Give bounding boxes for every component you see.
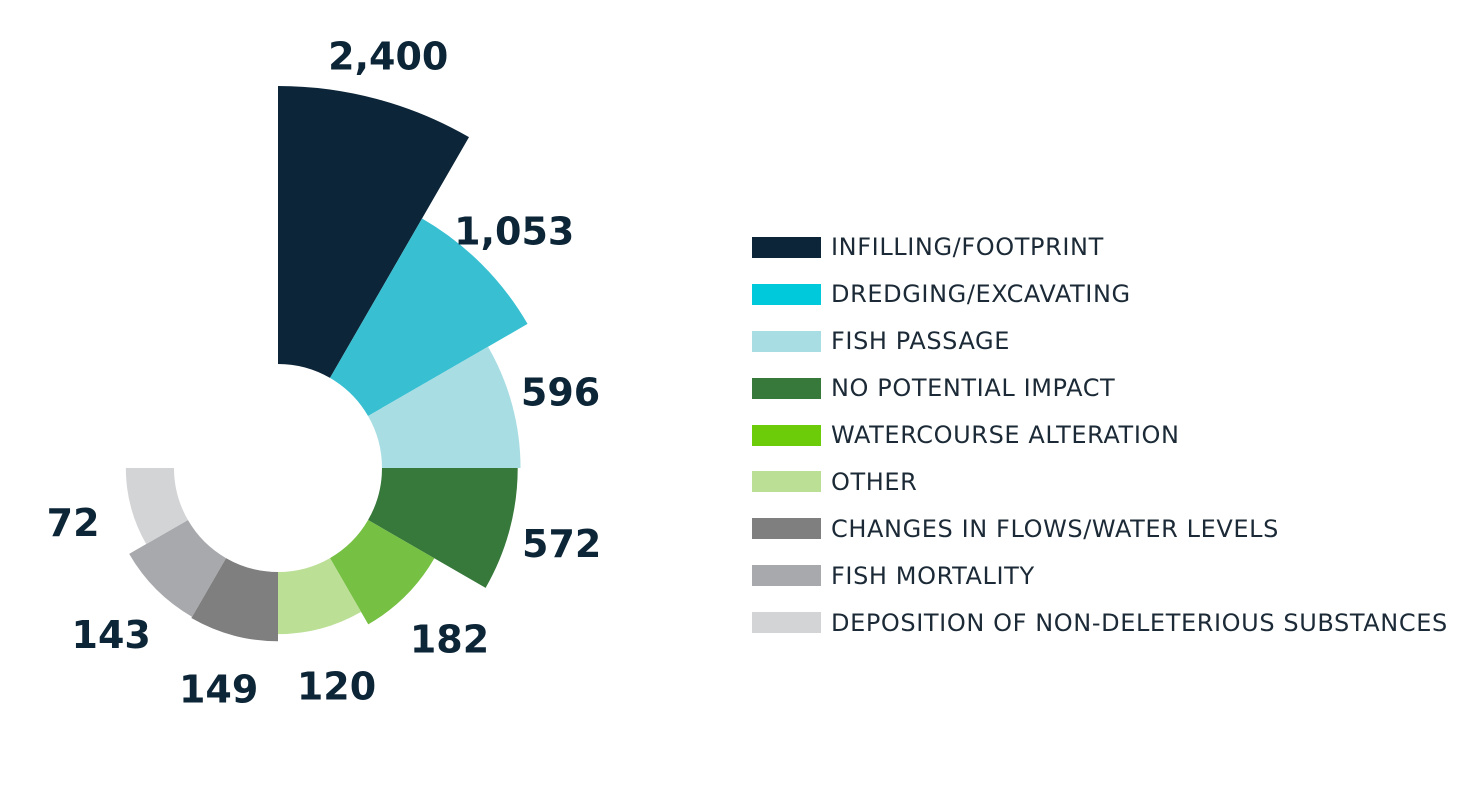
value-label-other: 120 — [297, 664, 376, 708]
legend-swatch — [752, 612, 821, 634]
legend-label: DREDGING/EXCAVATING — [831, 280, 1131, 309]
legend-item-watercourse-alteration: WATERCOURSE ALTERATION — [752, 412, 1448, 459]
value-label-deposition-of-non-deleterious-substances: 72 — [47, 501, 100, 545]
legend-item-dredging-excavating: DREDGING/EXCAVATING — [752, 271, 1448, 318]
legend-swatch — [752, 424, 821, 446]
chart-value-labels: 2,400 1,053 596 572 182 120 149 143 72 — [47, 35, 602, 712]
legend-label: WATERCOURSE ALTERATION — [831, 421, 1180, 449]
legend-label: FISH PASSAGE — [831, 327, 1011, 356]
value-label-no-potential-impact: 572 — [522, 522, 601, 566]
legend-swatch — [752, 471, 821, 493]
legend: INFILLING/FOOTPRINT DREDGING/EXCAVATING … — [752, 224, 1448, 646]
sector-fish-passage — [368, 346, 521, 468]
legend-label: OTHER — [831, 467, 918, 496]
legend-swatch — [752, 565, 821, 587]
legend-label: DEPOSITION OF NON-DELETERIOUS SUBSTANCES — [831, 608, 1448, 637]
value-label-watercourse-alteration: 182 — [410, 618, 489, 662]
legend-swatch — [752, 518, 821, 540]
legend-item-no-potential-impact: NO POTENTIAL IMPACT — [752, 365, 1448, 412]
legend-label: INFILLING/FOOTPRINT — [831, 233, 1104, 262]
sector-dredging-excavating — [330, 218, 528, 416]
legend-item-deposition: DEPOSITION OF NON-DELETERIOUS SUBSTANCES — [752, 599, 1448, 646]
sector-fish-mortality — [129, 520, 226, 617]
legend-swatch — [752, 330, 821, 352]
value-label-fish-passage: 596 — [521, 370, 600, 414]
legend-label: CHANGES IN FLOWS/WATER LEVELS — [831, 514, 1279, 543]
legend-item-fish-passage: FISH PASSAGE — [752, 318, 1448, 365]
sector-infilling-footprint — [278, 86, 469, 378]
value-label-dredging-excavating: 1,053 — [454, 210, 574, 254]
legend-label: NO POTENTIAL IMPACT — [831, 374, 1116, 403]
legend-item-fish-mortality: FISH MORTALITY — [752, 552, 1448, 599]
legend-item-changes-in-flows: CHANGES IN FLOWS/WATER LEVELS — [752, 505, 1448, 552]
sector-changes-in-flows-water-levels — [191, 558, 278, 642]
legend-swatch — [752, 377, 821, 399]
legend-swatch — [752, 283, 821, 305]
value-label-changes-in-flows-water-levels: 149 — [179, 667, 258, 711]
legend-item-infilling-footprint: INFILLING/FOOTPRINT — [752, 224, 1448, 271]
chart-sectors — [125, 86, 528, 642]
value-label-fish-mortality: 143 — [72, 613, 151, 657]
sector-deposition-of-non-deleterious-substances — [125, 468, 188, 545]
sector-no-potential-impact — [368, 468, 518, 588]
legend-swatch — [752, 236, 821, 258]
sector-watercourse-alteration — [330, 520, 435, 625]
value-label-infilling-footprint: 2,400 — [328, 35, 448, 79]
legend-item-other: OTHER — [752, 458, 1448, 505]
sector-other — [278, 558, 362, 635]
legend-label: FISH MORTALITY — [831, 561, 1035, 590]
